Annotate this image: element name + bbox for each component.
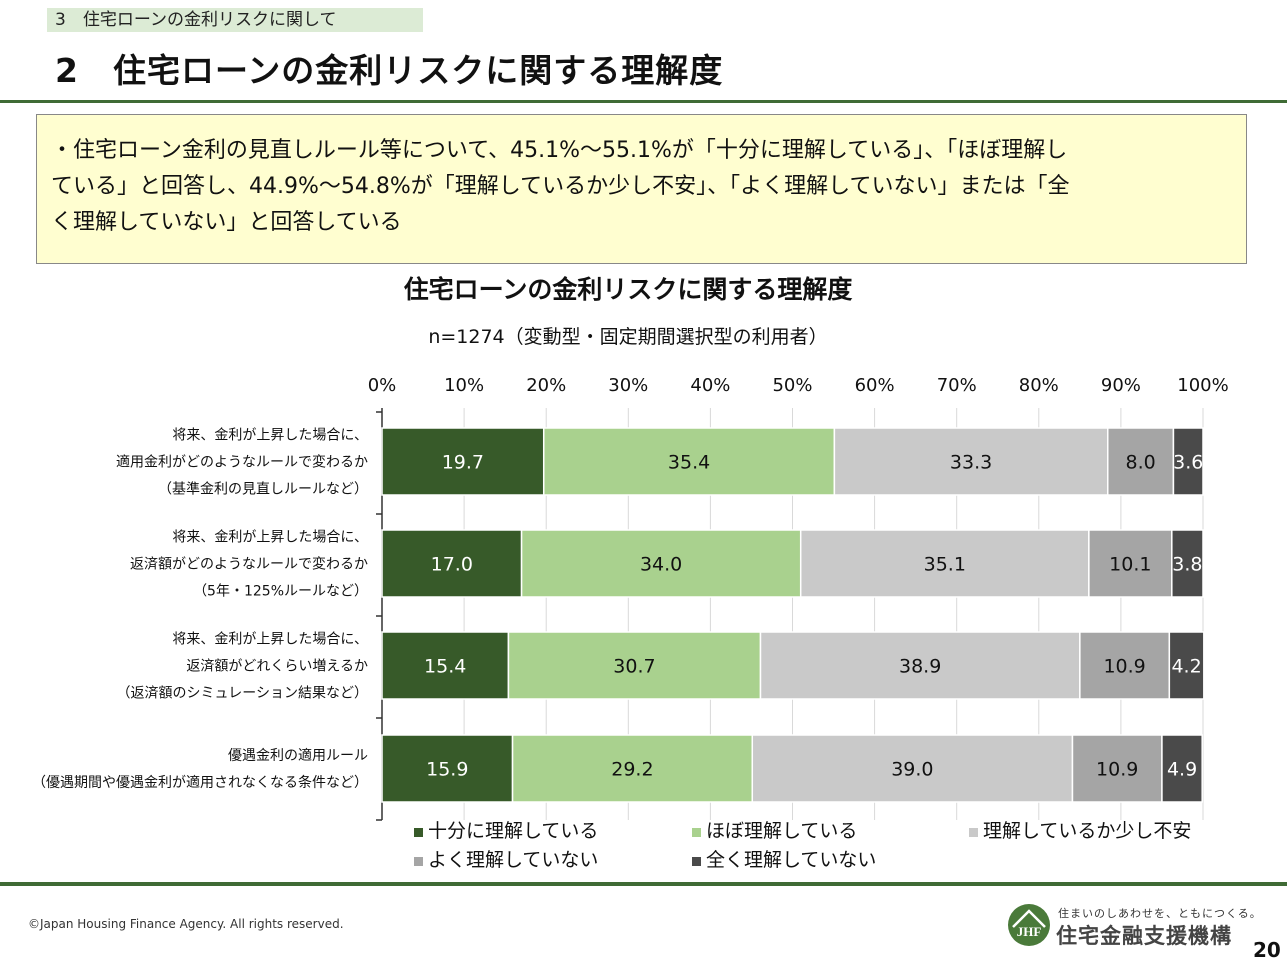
data-label: 35.4	[668, 452, 710, 474]
data-label: 15.9	[426, 759, 468, 781]
bar-segment	[1168, 631, 1205, 700]
x-tick-label: 10%	[444, 375, 484, 396]
summary-line: く理解していない」と回答している	[51, 210, 402, 235]
data-label: 15.4	[424, 656, 466, 678]
title-divider	[0, 100, 1287, 103]
legend-label: 十分に理解している	[428, 820, 598, 842]
bar-segment	[1079, 631, 1171, 700]
data-label: 39.0	[891, 759, 933, 781]
legend-swatch	[414, 828, 423, 837]
data-label: 8.0	[1125, 452, 1155, 474]
x-tick-label: 80%	[1019, 375, 1059, 396]
x-tick-label: 100%	[1177, 375, 1228, 396]
bar-segment	[1172, 427, 1204, 496]
legend-label: 理解しているか少し不安	[983, 820, 1191, 842]
category-label: 将来、金利が上昇した場合に、	[172, 530, 368, 546]
data-label: 19.7	[442, 452, 484, 474]
data-label: 33.3	[950, 452, 992, 474]
summary-line: ・住宅ローン金利の見直しルール等について、45.1%～55.1%が「十分に理解し…	[51, 138, 1068, 163]
bar-segment	[381, 529, 523, 598]
x-tick-label: 40%	[690, 375, 730, 396]
data-label: 17.0	[431, 554, 473, 576]
summary-line: ている」と回答し、44.9%～54.8%が「理解しているか少し不安」、「よく理解…	[51, 174, 1070, 199]
jhf-logo-icon: JHF	[1008, 904, 1050, 946]
data-label: 30.7	[613, 656, 655, 678]
section-tag: 3 住宅ローンの金利リスクに関して	[47, 8, 423, 32]
bar-segment	[381, 734, 514, 803]
data-label: 3.8	[1172, 554, 1202, 576]
bar-segment	[507, 631, 762, 700]
x-tick-label: 20%	[526, 375, 566, 396]
legend-swatch	[414, 857, 423, 866]
category-label: 将来、金利が上昇した場合に、	[172, 428, 368, 444]
bar-segment	[1161, 734, 1203, 803]
legend-label: 全く理解していない	[706, 849, 876, 871]
data-label: 4.2	[1171, 656, 1201, 678]
category-label: 返済額がどれくらい増えるか	[186, 659, 368, 675]
bar-segment	[520, 529, 802, 598]
data-label: 10.9	[1103, 656, 1145, 678]
x-tick-label: 50%	[772, 375, 812, 396]
footer-divider	[0, 882, 1287, 886]
bar-segment	[1071, 734, 1163, 803]
page-title: 2 住宅ローンの金利リスクに関する理解度	[55, 51, 724, 90]
x-tick-label: 60%	[855, 375, 895, 396]
data-label: 38.9	[899, 656, 941, 678]
category-label: （5年・125%ルールなど）	[193, 584, 368, 600]
chart-subtitle: n=1274（変動型・固定期間選択型の利用者）	[428, 326, 828, 348]
summary-box: ・住宅ローン金利の見直しルール等について、45.1%～55.1%が「十分に理解し…	[36, 114, 1247, 264]
legend-label: ほぼ理解している	[706, 820, 857, 842]
logo-name: 住宅金融支援機構	[1056, 924, 1232, 948]
bar-segment	[1171, 529, 1204, 598]
category-label: （基準金利の見直しルールなど）	[158, 481, 368, 498]
data-label: 35.1	[924, 554, 966, 576]
x-tick-label: 0%	[368, 375, 397, 396]
data-label: 10.9	[1096, 759, 1138, 781]
category-label: （返済額のシミュレーション結果など）	[117, 686, 368, 702]
bar-segment	[381, 631, 510, 700]
data-label: 4.9	[1167, 759, 1197, 781]
data-label: 29.2	[611, 759, 653, 781]
bar-segment	[751, 734, 1074, 803]
page-number: 20	[1253, 938, 1281, 962]
x-tick-label: 30%	[608, 375, 648, 396]
bar-segment	[511, 734, 754, 803]
legend-swatch	[692, 828, 701, 837]
chart-title: 住宅ローンの金利リスクに関する理解度	[403, 275, 853, 304]
legend-label: よく理解していない	[428, 849, 598, 871]
category-label: 優遇金利の適用ルール	[228, 747, 368, 764]
category-label: 適用金利がどのようなルールで変わるか	[116, 454, 368, 471]
data-label: 34.0	[640, 554, 682, 576]
bar-segment	[833, 427, 1109, 496]
stacked-bar-chart: 0% 10% 20% 30% 40% 50% 60% 70% 80% 90% 100% 19.7 35.…	[32, 375, 1229, 871]
data-label: 3.6	[1173, 452, 1203, 474]
legend-swatch	[692, 857, 701, 866]
logo-tagline: 住まいのしあわせを、ともにつくる。	[1058, 907, 1262, 920]
bar-segment	[759, 631, 1081, 700]
bar-segment	[1088, 529, 1173, 598]
category-label: 返済額がどのようなルールで変わるか	[130, 556, 368, 573]
bar-segment	[799, 529, 1090, 598]
category-label: 将来、金利が上昇した場合に、	[172, 632, 368, 648]
x-tick-label: 70%	[937, 375, 977, 396]
data-label: 10.1	[1109, 554, 1151, 576]
svg-text:JHF: JHF	[1017, 924, 1042, 939]
x-tick-label: 90%	[1101, 375, 1141, 396]
bar-segment	[542, 427, 836, 496]
category-label: （優遇期間や優遇金利が適用されなくなる条件など）	[32, 774, 368, 791]
copyright: ©Japan Housing Finance Agency. All right…	[28, 917, 344, 931]
legend-swatch	[969, 828, 978, 837]
bar-segment	[381, 427, 545, 496]
